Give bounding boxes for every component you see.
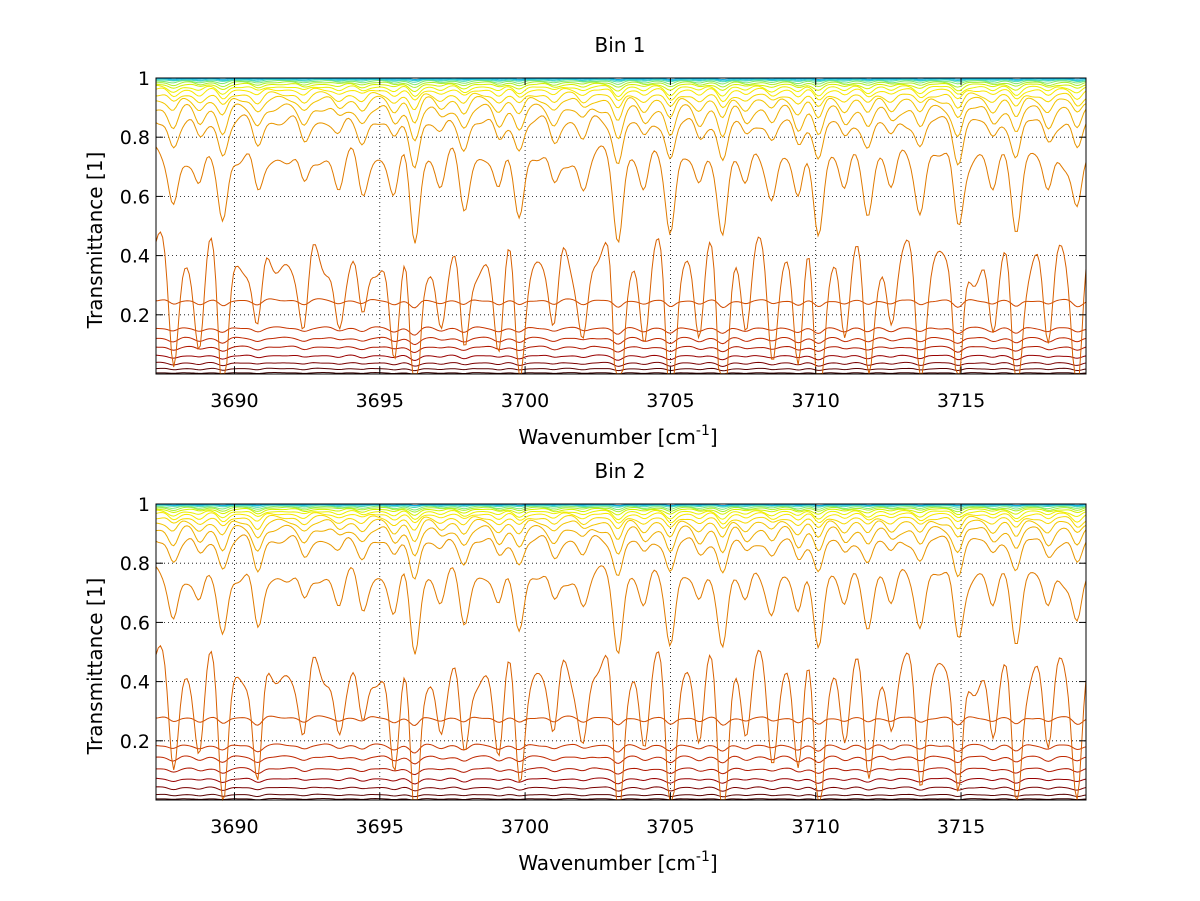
series-line	[155, 103, 1087, 142]
series-line	[155, 715, 1087, 726]
series-line	[155, 507, 1087, 516]
panel-bin-2: Bin 2 3690 3695 3700 3705 3710 3715 0.2 0.4 0.6 0…	[83, 459, 1087, 875]
y-tick-label: 0.4	[120, 246, 150, 268]
series-line	[155, 354, 1087, 362]
x-tick-label: 3710	[792, 390, 840, 412]
chart-title: Bin 1	[594, 33, 645, 57]
series-line	[155, 345, 1087, 354]
x-axis-label: Wavenumber [cm-1]	[518, 849, 717, 875]
series-line	[155, 298, 1087, 309]
x-tick-label: 3695	[356, 390, 404, 412]
x-axis-label: Wavenumber [cm-1]	[518, 423, 717, 449]
series-line	[155, 743, 1087, 754]
y-axis-label: Transmittance [1]	[83, 578, 107, 756]
ticks: 3690 3695 3700 3705 3710 3715 0.2 0.4 0.6 0.8 1	[120, 68, 1086, 412]
plot-frame	[155, 77, 1087, 375]
x-tick-label: 3715	[937, 816, 985, 838]
series-line	[155, 78, 1087, 82]
series-line	[155, 91, 1087, 111]
y-tick-label: 0.8	[120, 553, 150, 575]
y-tick-label: 0.2	[120, 305, 150, 327]
series-line	[155, 114, 1087, 169]
y-tick-label: 0.6	[120, 186, 150, 208]
series-line	[155, 95, 1087, 124]
series-line	[155, 504, 1087, 509]
x-tick-label: 3705	[646, 816, 694, 838]
series-line	[155, 503, 1087, 507]
x-tick-label: 3715	[937, 390, 985, 412]
series-group	[155, 77, 1087, 375]
series-line	[155, 82, 1087, 93]
series-line	[155, 79, 1087, 83]
x-tick-label: 3690	[210, 390, 258, 412]
series-line	[155, 79, 1087, 86]
x-tick-label: 3710	[792, 816, 840, 838]
y-tick-label: 0.2	[120, 731, 150, 753]
y-tick-label: 0.6	[120, 612, 150, 634]
series-line	[155, 767, 1087, 776]
chart-title: Bin 2	[594, 459, 645, 483]
series-line	[155, 361, 1087, 367]
series-line	[155, 777, 1087, 785]
series-line	[155, 81, 1087, 89]
series-line	[155, 84, 1087, 98]
series-line	[155, 505, 1087, 511]
x-tick-label: 3705	[646, 390, 694, 412]
x-tick-label: 3695	[356, 816, 404, 838]
series-line	[155, 77, 1087, 81]
series-line	[155, 565, 1087, 655]
y-tick-label: 1	[138, 494, 150, 516]
series-line	[155, 87, 1087, 103]
series-line	[155, 512, 1087, 525]
series-line	[155, 145, 1087, 244]
x-tick-label: 3700	[501, 816, 549, 838]
series-line	[155, 518, 1087, 543]
series-line	[155, 506, 1087, 513]
series-group	[155, 503, 1087, 802]
series-line	[155, 326, 1087, 336]
series-line	[155, 514, 1087, 531]
y-axis-label: Transmittance [1]	[83, 152, 107, 330]
series-line	[155, 534, 1087, 580]
series-line	[155, 755, 1087, 765]
series-line	[155, 367, 1087, 372]
x-tick-label: 3700	[501, 390, 549, 412]
series-line	[155, 509, 1087, 521]
x-tick-label: 3690	[210, 816, 258, 838]
series-line	[155, 786, 1087, 792]
series-line	[155, 524, 1087, 557]
plot-frame	[155, 503, 1087, 801]
y-tick-label: 0.8	[120, 127, 150, 149]
y-tick-label: 1	[138, 68, 150, 90]
y-tick-label: 0.4	[120, 672, 150, 694]
panel-bin-1: Bin 1 3690 3695 3700 3705 3710 3715 0.2 0.4 0.6 0…	[83, 33, 1087, 449]
ticks: 3690 3695 3700 3705 3710 3715 0.2 0.4 0.6 0.8 1	[120, 494, 1086, 838]
series-line	[155, 336, 1087, 346]
